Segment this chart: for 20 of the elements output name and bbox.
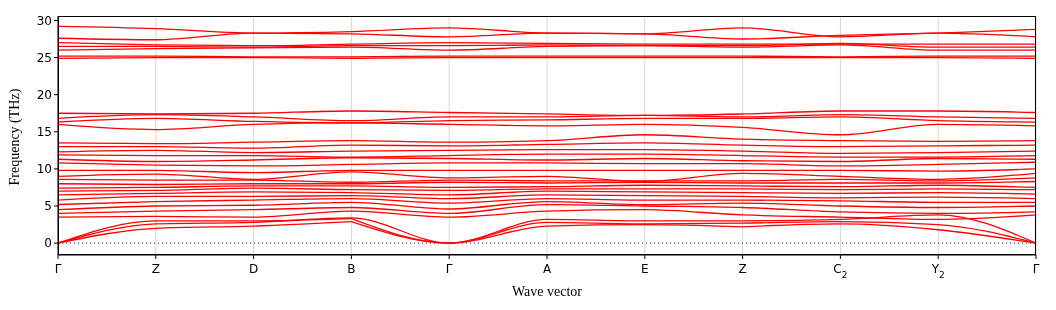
y-tick-label: 20 xyxy=(36,87,52,102)
x-tick-label: Γ xyxy=(445,262,453,276)
x-tick-label: Z xyxy=(151,262,160,276)
x-tick-label: B xyxy=(347,262,356,276)
x-tick-label: D xyxy=(248,262,259,276)
y-tick-label: 30 xyxy=(36,13,52,28)
y-tick-label: 15 xyxy=(36,125,52,140)
x-tick-label: Y$_{2}$ xyxy=(930,262,945,280)
x-tick-label: Γ xyxy=(1032,262,1040,276)
x-tick-label: Γ xyxy=(54,262,62,276)
y-tick-label: 5 xyxy=(44,199,52,214)
y-tick-label: 0 xyxy=(44,236,52,251)
y-axis-title: Frequency (THz) xyxy=(6,88,23,186)
x-axis-title: Wave vector xyxy=(512,284,583,299)
x-tick-label: C$_{2}$ xyxy=(833,262,848,280)
x-tick-label: Z xyxy=(738,262,747,276)
x-tick-label: A xyxy=(542,262,552,276)
x-tick-label: E xyxy=(641,262,649,276)
y-tick-label: 25 xyxy=(36,50,52,65)
y-tick-label: 10 xyxy=(36,162,52,177)
